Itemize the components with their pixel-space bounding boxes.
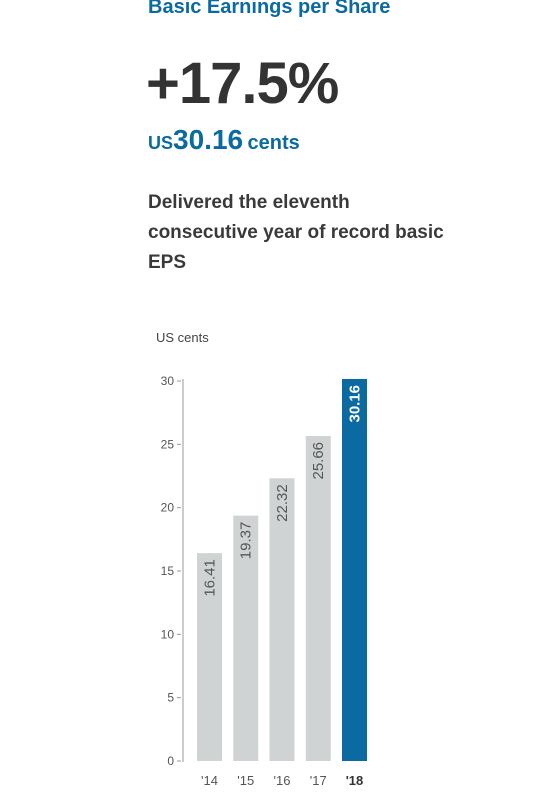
- x-tick-label: '17: [310, 773, 327, 788]
- x-tick-label: '14: [201, 773, 218, 788]
- bar-0: [197, 553, 222, 761]
- y-tick-label: 25: [161, 437, 175, 451]
- x-tick-label: '16: [274, 773, 291, 788]
- y-axis-label: US cents: [156, 330, 209, 345]
- eps-currency: US: [148, 133, 174, 153]
- y-tick-label: 5: [167, 691, 174, 705]
- eps-number: 30.16: [173, 124, 244, 155]
- y-tick-label: 10: [161, 627, 175, 641]
- eps-value: US30.16 cents: [148, 124, 300, 156]
- y-tick-label: 15: [161, 564, 175, 578]
- bar-3: [305, 435, 331, 761]
- y-tick-label: 30: [161, 374, 175, 388]
- eps-unit: cents: [247, 132, 300, 154]
- bar-value-label: 22.32: [274, 484, 291, 522]
- x-tick-label: '15: [237, 773, 254, 788]
- bar-4: [342, 378, 367, 761]
- description-text: Delivered the eleventh consecutive year …: [148, 192, 444, 273]
- chart-title: Basic Earnings per Share: [148, 0, 391, 18]
- x-tick-label: '18: [346, 773, 364, 788]
- bar-value-label: 25.66: [310, 442, 327, 480]
- bar-value-label: 16.41: [202, 559, 219, 597]
- growth-figure: +17.5%: [146, 51, 339, 116]
- bar-value-label: 30.16: [347, 385, 364, 423]
- bar-value-label: 19.37: [238, 522, 255, 560]
- bar-1: [233, 515, 259, 761]
- bar-2: [269, 478, 295, 761]
- y-tick-label: 20: [161, 501, 175, 515]
- y-tick-label: 0: [167, 754, 174, 768]
